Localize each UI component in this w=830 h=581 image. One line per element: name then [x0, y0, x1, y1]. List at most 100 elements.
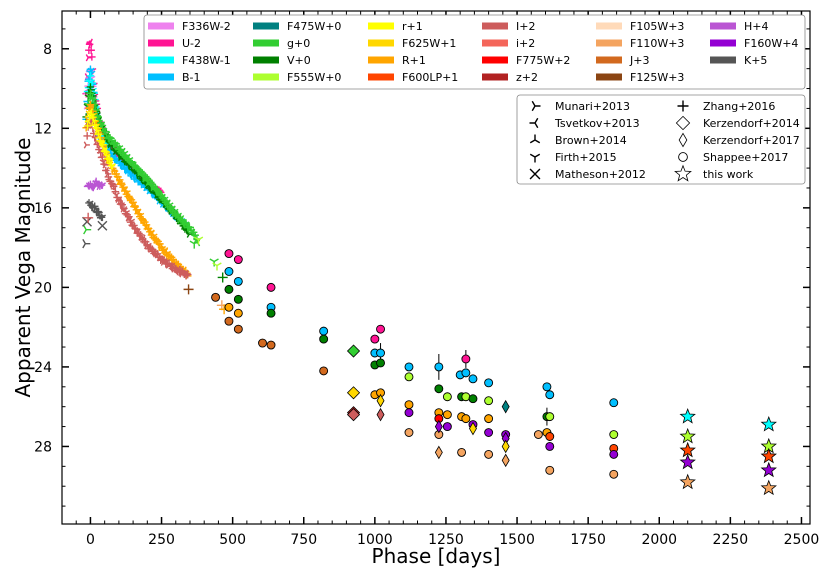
filter-legend-label: F555W+0 [287, 71, 341, 84]
source-legend-label: Zhang+2016 [703, 100, 775, 113]
filter-legend-label: F775W+2 [516, 54, 570, 67]
filter-legend-swatch [710, 56, 736, 64]
x-tick-label: 1750 [570, 532, 606, 548]
data-point [319, 334, 329, 344]
data-point [542, 382, 552, 392]
data-point [224, 249, 234, 259]
data-point [609, 449, 619, 459]
data-point [760, 447, 777, 464]
data-point [679, 427, 696, 444]
curve-point [86, 72, 95, 80]
source-legend-marker [529, 168, 541, 180]
curve-point [87, 46, 95, 54]
data-point [404, 362, 414, 372]
data-point [679, 441, 696, 458]
data-point [346, 386, 361, 400]
data-point [224, 302, 234, 312]
filter-legend-label: I+2 [516, 20, 535, 33]
filter-legend-label: H+4 [744, 20, 769, 33]
source-legend: Munari+2013 Tsvetkov+2013 Brown+2014 Firth+… [516, 94, 806, 185]
data-point [376, 393, 385, 408]
light-curve-k-5 [85, 199, 106, 222]
source-legend-marker [677, 100, 689, 112]
filter-legend-label: F336W-2 [182, 20, 231, 33]
data-point [442, 422, 452, 432]
curve-point [90, 96, 98, 104]
data-point [404, 408, 414, 418]
filter-legend-label: i+2 [516, 37, 535, 50]
data-point [545, 465, 555, 475]
data-point [233, 276, 243, 286]
curve-point [83, 122, 92, 130]
filter-legend-swatch [596, 73, 622, 81]
filter-legend-label: B-1 [182, 71, 201, 84]
data-point [224, 267, 234, 276]
data-point [501, 453, 510, 468]
filter-legend-swatch [368, 22, 394, 30]
data-point [82, 238, 91, 249]
y-tick-label: 16 [34, 201, 52, 217]
data-point [484, 414, 494, 424]
curve-point [142, 221, 151, 229]
y-tick-label: 20 [34, 280, 52, 296]
axes: 0 250 500 750 1000 1250 1500 1750 2000 2250 2500 8 1… [34, 10, 820, 548]
data-point [370, 334, 380, 344]
filter-legend-swatch [710, 39, 736, 47]
source-legend-marker [529, 134, 541, 144]
source-legend-marker [529, 117, 539, 129]
source-legend-label: Munari+2013 [555, 100, 630, 113]
filter-legend-label: F110W+3 [630, 37, 684, 50]
curve-point [148, 245, 157, 254]
data-point [346, 408, 361, 422]
filter-legend-label: F475W+0 [287, 20, 341, 33]
data-point [224, 316, 234, 326]
data-point [266, 340, 276, 350]
data-point [376, 324, 385, 334]
data-point [679, 453, 696, 470]
filter-legend: F336W-2 U-2 F438W-1 B-1 F475W+0 g+0 V+0 F555W+0… [143, 14, 806, 90]
y-axis-label: Apparent Vega Magnitude [11, 138, 35, 398]
filter-legend-label: F600LP+1 [402, 71, 458, 84]
filter-legend-swatch [596, 22, 622, 30]
y-tick-label: 12 [34, 121, 52, 137]
data-point [609, 430, 619, 439]
filter-legend-label: F625W+1 [402, 37, 456, 50]
filter-legend-swatch [596, 39, 622, 47]
light-curve-r-1 [83, 108, 116, 170]
source-legend-marker [529, 153, 541, 163]
source-legend-label: Kerzendorf+2017 [703, 134, 800, 147]
data-point [346, 344, 361, 358]
filter-legend-swatch [368, 73, 394, 81]
data-point [609, 398, 619, 408]
filter-legend-label: F105W+3 [630, 20, 684, 33]
curve-point [105, 155, 114, 164]
data-point [233, 308, 243, 318]
source-legend-label: Kerzendorf+2014 [703, 117, 800, 130]
data-point [760, 479, 777, 496]
source-legend-marker [678, 152, 688, 162]
data-point [545, 432, 555, 441]
data-point [319, 366, 329, 376]
curve-point [94, 130, 103, 138]
data-point [434, 445, 443, 460]
curve-point [183, 270, 192, 279]
data-point [484, 396, 494, 406]
source-legend-marker [531, 100, 541, 112]
data-point [442, 392, 452, 402]
filter-legend-label: V+0 [287, 54, 311, 67]
data-point [376, 407, 385, 422]
source-legend-label: Matheson+2012 [555, 168, 646, 181]
data-point [484, 449, 494, 459]
data-point [760, 415, 777, 432]
filter-legend-swatch [482, 56, 508, 64]
data-point [97, 220, 108, 231]
early-light-curves [82, 38, 230, 315]
filter-legend-label: r+1 [402, 20, 423, 33]
filter-legend-swatch [482, 73, 508, 81]
data-point [461, 354, 471, 364]
data-point [83, 212, 94, 223]
data-point [211, 292, 221, 302]
x-tick-label: 2500 [784, 532, 820, 548]
filter-legend-label: z+2 [516, 71, 538, 84]
